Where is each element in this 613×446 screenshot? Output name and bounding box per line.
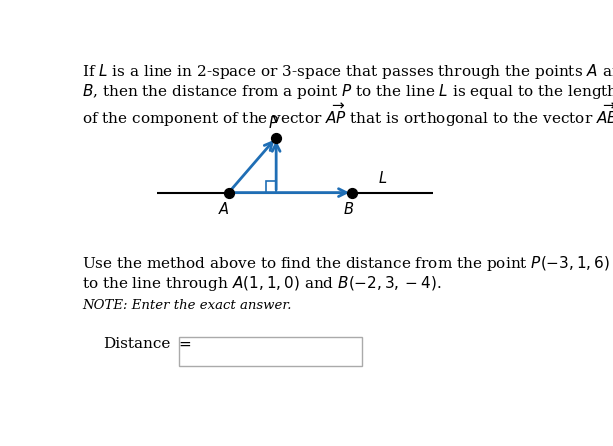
Point <box>347 189 357 196</box>
Text: $B$, then the distance from a point $P$ to the line $L$ is equal to the length: $B$, then the distance from a point $P$ … <box>82 82 613 101</box>
Text: NOTE: Enter the exact answer.: NOTE: Enter the exact answer. <box>82 299 292 312</box>
Text: of the component of the vector $\overrightarrow{AP}$ that is orthogonal to the v: of the component of the vector $\overrig… <box>82 102 613 129</box>
Text: $=$: $=$ <box>177 337 192 351</box>
Point <box>272 134 281 141</box>
Text: $L$: $L$ <box>378 170 387 186</box>
Text: Use the method above to find the distance from the point $P(-3,1,6)$: Use the method above to find the distanc… <box>82 254 611 273</box>
Text: If $L$ is a line in 2-space or 3-space that passes through the points $A$ and: If $L$ is a line in 2-space or 3-space t… <box>82 62 613 81</box>
Point <box>224 189 234 196</box>
Text: Distance: Distance <box>103 337 170 351</box>
Text: $P$: $P$ <box>268 115 279 131</box>
Text: to the line through $A(1,1,0)$ and $B(-2,3,-4)$.: to the line through $A(1,1,0)$ and $B(-2… <box>82 274 442 293</box>
Text: $B$: $B$ <box>343 201 354 216</box>
Text: $A$: $A$ <box>218 201 230 216</box>
